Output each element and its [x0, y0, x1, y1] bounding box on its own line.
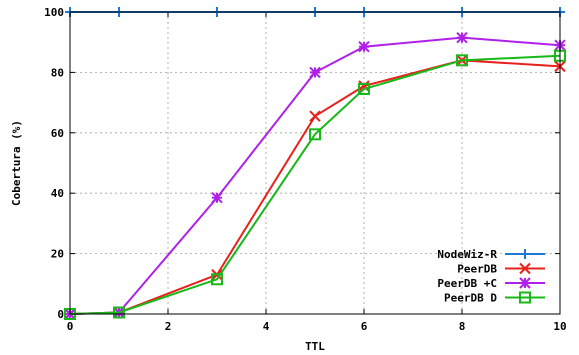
data-point	[519, 291, 531, 304]
data-point	[519, 262, 531, 275]
legend-label: NodeWiz-R	[437, 248, 497, 261]
data-point	[520, 249, 530, 259]
y-tick-label: 0	[57, 308, 64, 321]
x-axis-title: TTL	[305, 340, 325, 353]
y-tick-label: 100	[44, 6, 64, 19]
data-point	[456, 31, 468, 44]
y-tick-label: 40	[51, 187, 64, 200]
legend-item: PeerDB +C	[437, 277, 545, 290]
series-line	[69, 54, 561, 315]
legend-item: NodeWiz-R	[437, 248, 545, 261]
y-tick-label: 60	[51, 127, 64, 140]
legend-label: PeerDB +C	[437, 277, 497, 290]
x-tick-label: 4	[263, 320, 270, 333]
legend-item: PeerDB	[457, 263, 545, 276]
series-line	[69, 59, 561, 315]
x-tick-label: 10	[553, 320, 566, 333]
legend-label: PeerDB	[457, 263, 497, 276]
x-tick-label: 2	[165, 320, 172, 333]
y-tick-label: 80	[51, 66, 64, 79]
data-point	[519, 277, 531, 289]
y-axis-title: Cobertura (%)	[10, 120, 23, 206]
data-point	[211, 192, 223, 204]
data-point	[358, 83, 370, 96]
series-3	[64, 49, 566, 320]
data-point	[113, 306, 125, 319]
data-point	[309, 66, 321, 79]
data-point	[456, 54, 468, 67]
data-point	[358, 41, 370, 53]
data-point	[309, 128, 321, 141]
legend-item: PeerDB D	[444, 291, 545, 305]
data-point	[358, 80, 370, 92]
y-tick-label: 20	[51, 248, 64, 261]
data-point	[211, 273, 223, 286]
data-point	[309, 110, 321, 122]
x-tick-label: 8	[459, 320, 466, 333]
x-tick-label: 6	[361, 320, 368, 333]
x-tick-label: 0	[67, 320, 74, 333]
legend-label: PeerDB D	[444, 292, 497, 305]
plot-frame	[69, 11, 561, 315]
